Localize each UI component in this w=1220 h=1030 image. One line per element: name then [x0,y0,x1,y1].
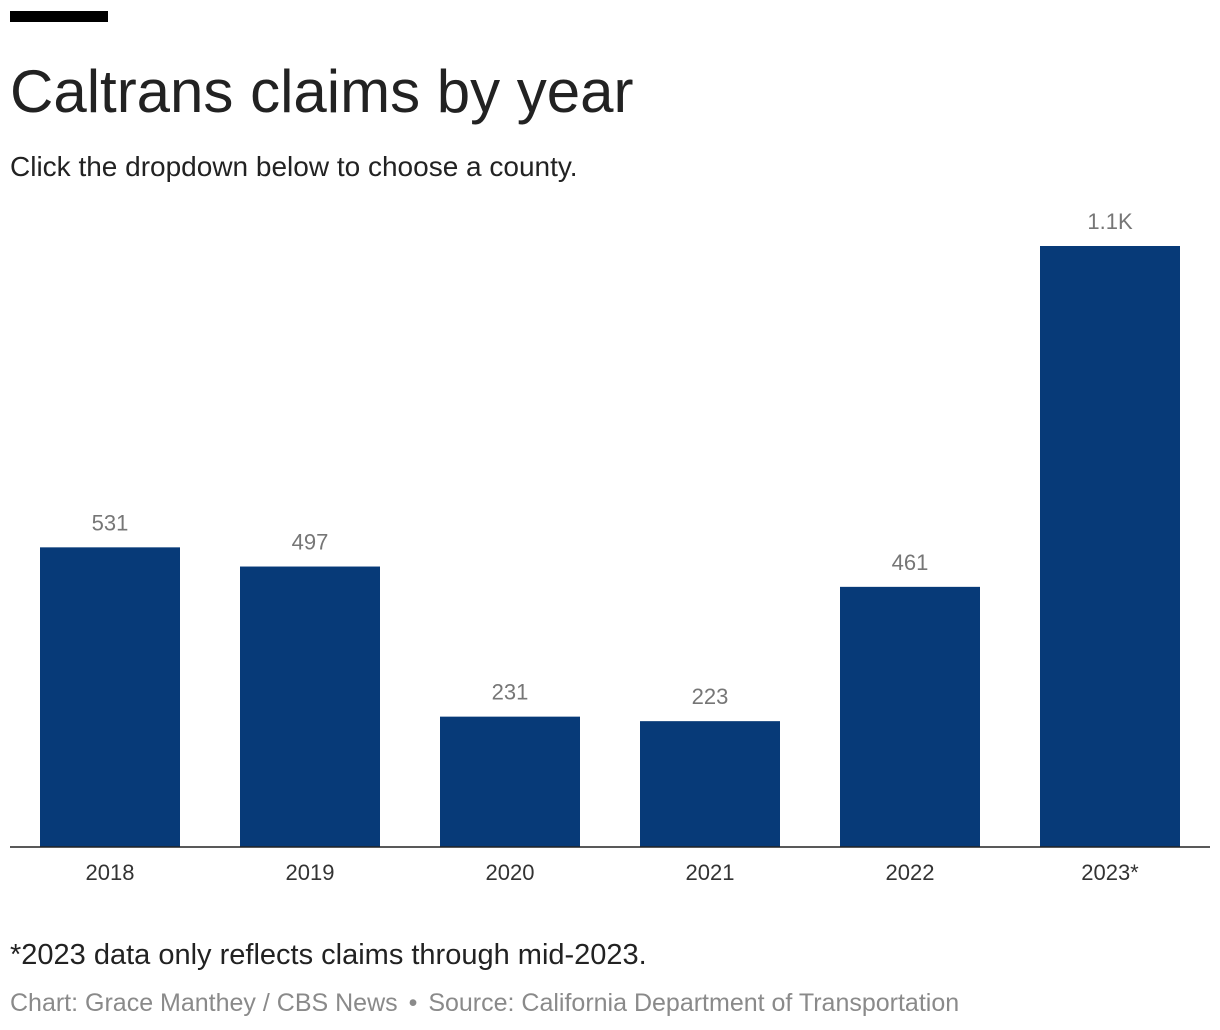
value-labels: 531 497 231 223 461 1.1K [92,209,1133,709]
x-tick-label: 2023* [1081,860,1139,885]
bar-2020[interactable] [440,716,580,847]
chart-title: Caltrans claims by year [10,58,634,125]
header-rule [10,11,108,22]
value-label: 531 [92,510,129,535]
source-credit: Source: California Department of Transpo… [428,989,960,1017]
bar-chart: 531 497 231 223 461 1.1K 2018 2019 2020 2021 2022… [10,209,1210,885]
bar-2018[interactable] [40,547,180,847]
chart-credit: Chart: Grace Manthey / CBS News [10,989,398,1017]
value-label: 1.1K [1087,209,1133,234]
bar-2023[interactable] [1040,246,1180,847]
x-tick-label: 2019 [286,860,335,885]
value-label: 231 [492,680,529,705]
footnote: *2023 data only reflects claims through … [10,939,647,971]
bar-2019[interactable] [240,566,380,847]
bar-2021[interactable] [640,721,780,847]
credit-line: Chart: Grace Manthey / CBS News • Source… [10,986,959,1020]
value-label: 461 [892,550,929,575]
chart-subtitle: Click the dropdown below to choose a cou… [10,151,578,182]
x-tick-label: 2020 [486,860,535,885]
bar-2022[interactable] [840,586,980,847]
value-label: 497 [292,530,329,555]
x-tick-label: 2018 [86,860,135,885]
x-tick-label: 2022 [886,860,935,885]
x-tick-label: 2021 [686,860,735,885]
value-label: 223 [692,684,729,709]
bars [40,246,1180,847]
credit-separator: • [408,989,418,1017]
x-axis-tick-labels: 2018 2019 2020 2021 2022 2023* [86,860,1140,885]
